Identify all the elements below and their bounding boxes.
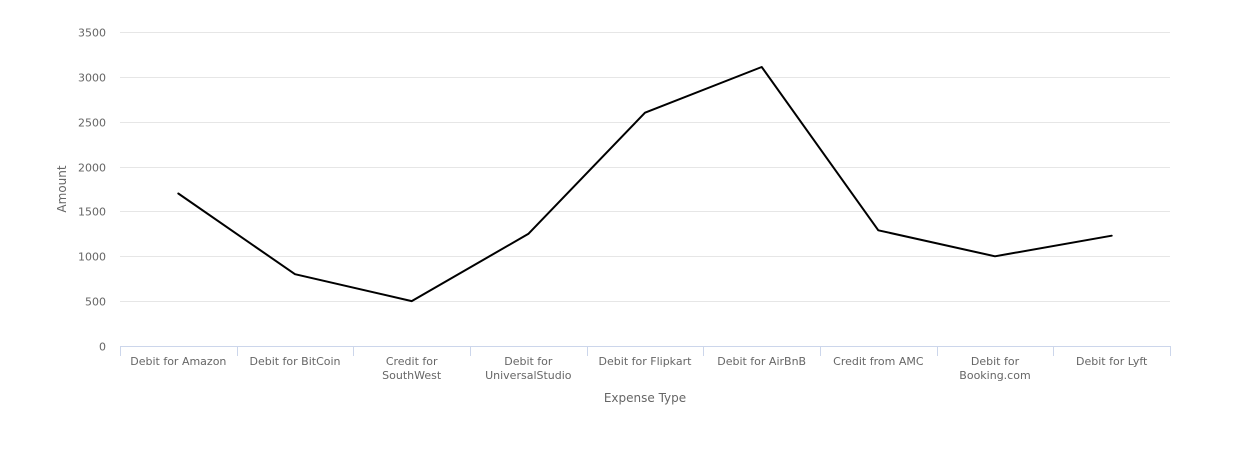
data-point[interactable] bbox=[524, 230, 532, 238]
data-point[interactable] bbox=[991, 252, 999, 260]
x-tick-label: Debit for Flipkart bbox=[599, 355, 693, 368]
data-point[interactable] bbox=[758, 63, 766, 71]
y-axis-tick-labels: 0 500 1000 1500 2000 2500 3000 3500 bbox=[78, 27, 106, 354]
data-point[interactable] bbox=[874, 226, 882, 234]
y-tick-label: 0 bbox=[99, 341, 106, 354]
y-tick-label: 2500 bbox=[78, 117, 106, 130]
x-tick-label: Credit from AMC bbox=[833, 355, 924, 368]
y-tick-label: 500 bbox=[85, 296, 106, 309]
y-gridlines bbox=[120, 32, 1170, 302]
x-tick-label: Debit for AirBnB bbox=[717, 355, 806, 368]
y-tick-label: 3500 bbox=[78, 27, 106, 40]
y-tick-label: 1500 bbox=[78, 206, 106, 219]
data-point[interactable] bbox=[291, 270, 299, 278]
x-axis-tick-labels: Debit for Amazon Debit for BitCoin Credit … bbox=[130, 355, 1148, 382]
x-tick-label: Debit for Booking.com bbox=[959, 355, 1030, 382]
x-tick-label: Debit for Lyft bbox=[1076, 355, 1148, 368]
data-point[interactable] bbox=[408, 297, 416, 305]
series-layer bbox=[174, 63, 1116, 305]
x-tick-label: Debit for UniversalStudio bbox=[485, 355, 572, 382]
data-point[interactable] bbox=[641, 109, 649, 117]
data-point[interactable] bbox=[174, 189, 182, 197]
data-point[interactable] bbox=[1108, 232, 1116, 240]
x-tick-label: Debit for Amazon bbox=[130, 355, 226, 368]
x-axis bbox=[120, 346, 1171, 356]
y-tick-label: 3000 bbox=[78, 72, 106, 85]
y-tick-label: 1000 bbox=[78, 251, 106, 264]
x-tick-label: Credit for SouthWest bbox=[382, 355, 442, 382]
y-axis-title: Amount bbox=[55, 165, 69, 212]
series-line bbox=[177, 66, 1113, 303]
y-tick-label: 2000 bbox=[78, 162, 106, 175]
x-axis-title: Expense Type bbox=[604, 391, 686, 405]
x-tick-label: Debit for BitCoin bbox=[249, 355, 340, 368]
